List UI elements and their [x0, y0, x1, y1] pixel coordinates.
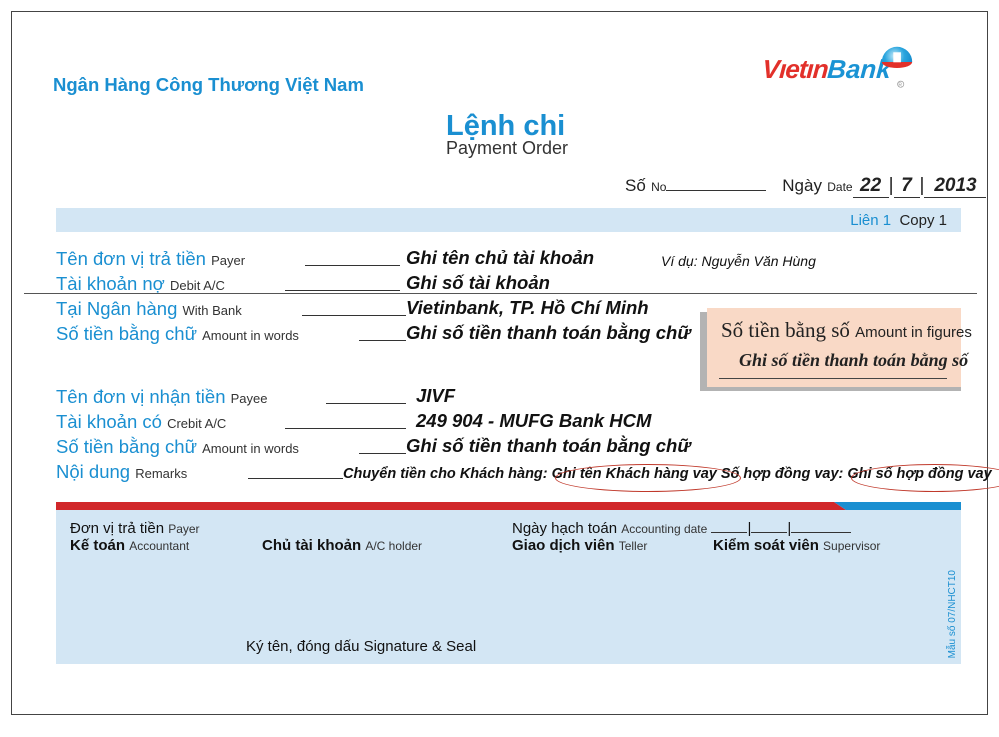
svg-text:ıetın: ıetın [778, 54, 829, 84]
svg-text:R: R [898, 83, 902, 89]
